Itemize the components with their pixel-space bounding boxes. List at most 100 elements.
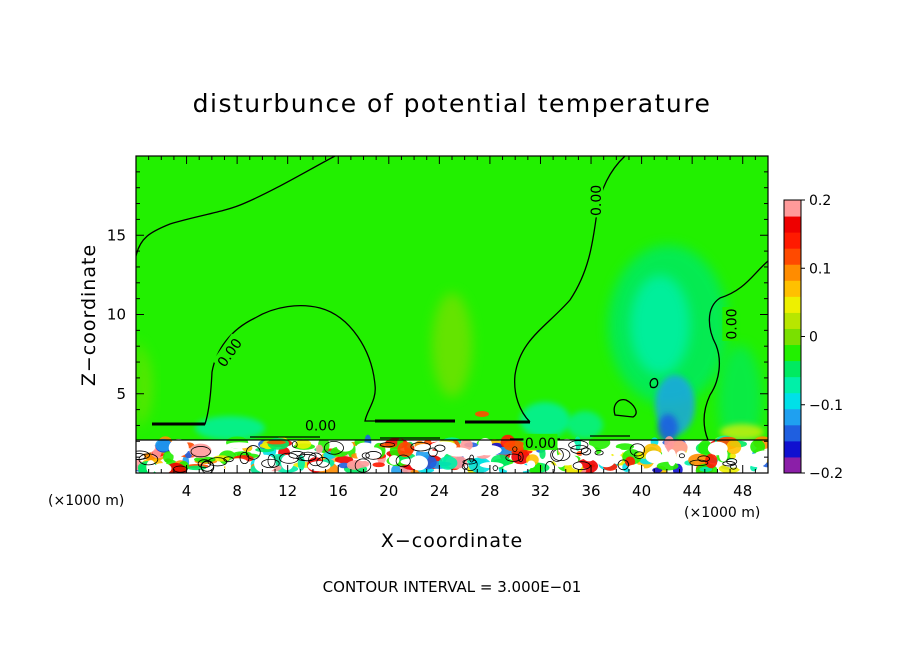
plot-area: 0.000.000.000.000.00 [136, 156, 768, 473]
warm-spot-right [720, 424, 764, 440]
band-blob [705, 453, 718, 469]
cool-spot-left [195, 416, 265, 440]
band-blank [153, 463, 172, 473]
band-contour [552, 448, 571, 462]
weak-cool-plume-inner [630, 275, 690, 375]
colorbar-segment [784, 328, 801, 346]
band-blob [698, 440, 713, 456]
x-tick-label: 32 [531, 482, 550, 500]
contour-label-bg [722, 307, 739, 342]
band-blank [746, 453, 768, 468]
colorbar-segment [784, 248, 801, 265]
band-blank [446, 447, 471, 457]
x-tick-label: 28 [480, 482, 499, 500]
band-blank [464, 449, 487, 457]
x-tick-label: 4 [182, 482, 192, 500]
contour-label-bg [523, 433, 558, 450]
band-contour [279, 452, 299, 464]
band-blank [527, 460, 536, 469]
x-tick-label: 48 [733, 482, 752, 500]
colorbar-segment [784, 344, 801, 362]
band-blank [597, 453, 615, 468]
band-blank [168, 439, 189, 457]
band-blob [588, 435, 611, 450]
y-tick-label: 15 [107, 226, 126, 244]
band-contour [410, 441, 431, 452]
x-axis-label: X−coordinate [381, 530, 523, 552]
band-blank [388, 455, 400, 465]
band-blob [539, 448, 546, 460]
band-blank [429, 441, 457, 451]
band-blob [397, 441, 414, 458]
band-contour [730, 463, 737, 470]
colorbar-segment [784, 296, 801, 313]
contour-right [703, 260, 768, 441]
colorbar-segment [784, 376, 801, 394]
light-green-region-left [136, 340, 153, 428]
x-axis: 4 8 12 16 20 24 28 32 36 40 44 48 [148, 156, 756, 500]
colorbar: 0.2 0.1 0 −0.1 −0.2 [783, 193, 843, 482]
band-contour [288, 450, 306, 459]
band-blank [628, 464, 645, 471]
contour-near-band [250, 435, 630, 440]
band-contour [505, 453, 522, 462]
band-contour [428, 447, 438, 458]
contour-thick-line [152, 419, 530, 426]
band-contour [261, 458, 280, 469]
band-contour [190, 446, 211, 458]
band-blank [503, 464, 531, 472]
band-contour [517, 451, 524, 463]
band-blank [356, 442, 375, 452]
x-unit-left: (×1000 m) [48, 493, 124, 509]
colorbar-segment [784, 264, 801, 281]
x-unit-right: (×1000 m) [684, 505, 760, 521]
contour-arch-left [152, 305, 440, 425]
contour-tiny-loop [649, 377, 659, 389]
band-blob [664, 436, 675, 451]
band-contour [678, 453, 685, 459]
band-contour [629, 443, 646, 457]
band-blob [297, 455, 305, 471]
y-axis-label: Z−coordinate [78, 244, 100, 386]
colorbar-segment [784, 216, 801, 233]
band-contour [572, 461, 591, 471]
contour-label: 0.00 [305, 418, 336, 434]
colorbar-tick-label: 0.1 [809, 261, 831, 277]
band-contour [197, 459, 212, 469]
colorbar-segment [784, 232, 801, 249]
band-contour [136, 450, 150, 460]
band-contour [200, 460, 214, 472]
colorbar-tick-label: −0.1 [809, 398, 843, 414]
colorbar-tick-label: −0.2 [809, 466, 843, 482]
band-blank [226, 442, 252, 449]
x-tick-label: 16 [329, 482, 348, 500]
band-contour [544, 461, 556, 473]
colorbar-segment [784, 312, 801, 329]
band-contour [361, 452, 370, 459]
band-contour [594, 450, 604, 456]
contour-label: 0.00 [589, 185, 605, 216]
band-contour [462, 459, 477, 465]
y-axis: 5 10 15 [107, 171, 768, 458]
band-contour [365, 451, 382, 460]
weak-warm-bubble [432, 293, 472, 397]
band-blob [315, 444, 324, 453]
band-contour [323, 441, 344, 455]
band-contour [463, 457, 478, 472]
cool-spot-blue [658, 414, 678, 442]
band-blank [667, 449, 677, 467]
band-contour [354, 458, 372, 473]
contour-top-left [136, 156, 336, 257]
colorbar-segment [784, 360, 801, 378]
band-contour [316, 457, 330, 468]
band-contour [245, 445, 261, 460]
field-smooth-features [136, 245, 764, 455]
colorbar-segment [784, 440, 801, 458]
band-blob [726, 440, 742, 455]
band-blank [581, 445, 597, 462]
contour-small-loop [613, 399, 637, 418]
band-blank [281, 454, 294, 471]
band-contour [395, 454, 411, 468]
contour-label: 0.00 [525, 436, 556, 452]
colorbar-segment [784, 280, 801, 297]
